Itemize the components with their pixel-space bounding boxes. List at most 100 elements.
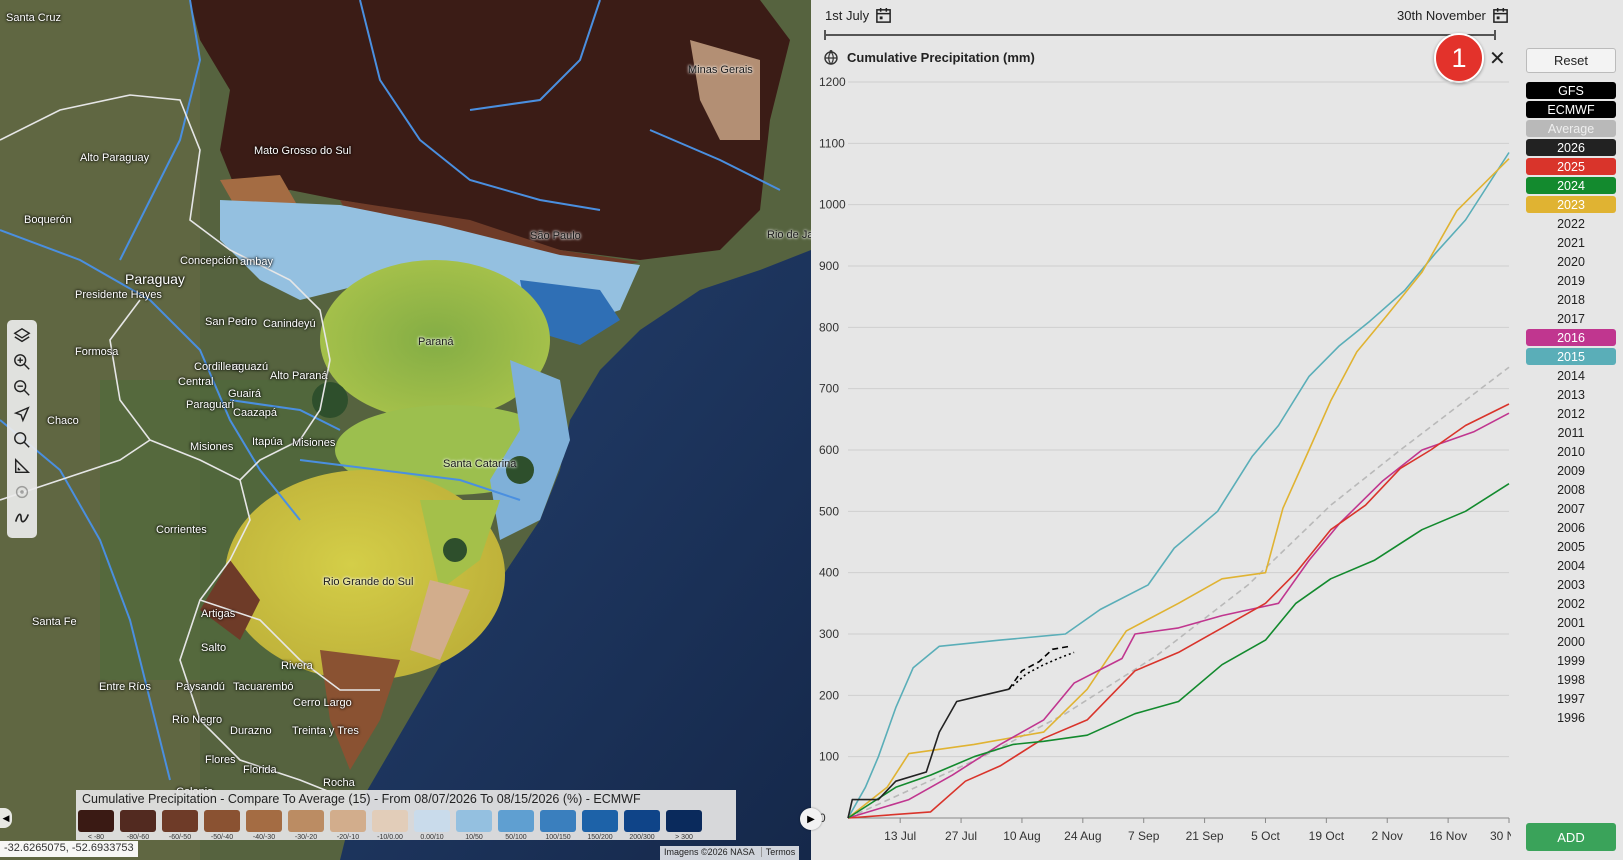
place-label-tacuarembo: Tacuarembó: [233, 681, 294, 693]
place-label-florida: Florida: [243, 764, 277, 776]
legend-swatch: -80/-60: [120, 810, 156, 841]
series-toggle-1998[interactable]: 1998: [1557, 672, 1585, 687]
series-toggle-2003[interactable]: 2003: [1557, 577, 1585, 592]
series-toggle-1996[interactable]: 1996: [1557, 710, 1585, 725]
series-toggle-2020[interactable]: 2020: [1557, 254, 1585, 269]
legend-swatch: 200/300: [624, 810, 660, 841]
map-attribution: Imagens ©2026 NASA Termos: [660, 846, 800, 860]
legend-swatch: 100/150: [540, 810, 576, 841]
map-toolbar: [7, 320, 37, 538]
y-tick-label: 400: [819, 566, 839, 580]
series-toggle-gfs[interactable]: GFS: [1526, 82, 1616, 99]
series-toggle-2012[interactable]: 2012: [1557, 406, 1585, 421]
map-canvas[interactable]: [0, 0, 811, 860]
precipitation-chart: 0 100 200 300 400 500 600 700 800 900 1000 1100 1200…: [819, 75, 1511, 843]
calendar-icon[interactable]: [1492, 7, 1509, 24]
series-toggle-average[interactable]: Average: [1526, 120, 1616, 137]
series-toggle-2006[interactable]: 2006: [1557, 520, 1585, 535]
legend-swatch-label: < -80: [87, 834, 105, 841]
start-date-label: 1st July: [825, 8, 870, 23]
zoom-out-icon[interactable]: [9, 375, 35, 401]
series-toggle-2021[interactable]: 2021: [1557, 235, 1585, 250]
place-label-santa-fe: Santa Fe: [32, 616, 77, 628]
series-toggle-2022[interactable]: 2022: [1557, 216, 1585, 231]
place-label-artigas: Artigas: [201, 608, 236, 620]
reset-button[interactable]: Reset: [1526, 48, 1616, 73]
place-label-central: Central: [178, 376, 214, 388]
legend-swatch-label: -60/-50: [168, 834, 192, 841]
locate-icon[interactable]: [9, 479, 35, 505]
series-toggle-2009[interactable]: 2009: [1557, 463, 1585, 478]
series-toggle-2011[interactable]: 2011: [1557, 425, 1585, 440]
calendar-icon[interactable]: [875, 7, 892, 24]
place-label-sao-paulo: São Paulo: [530, 230, 581, 242]
place-label-boqueron: Boquerón: [24, 214, 72, 226]
add-button[interactable]: ADD: [1526, 823, 1616, 851]
legend-swatch: -20/-10: [330, 810, 366, 841]
legend-swatch-label: 150/200: [587, 834, 613, 841]
y-tick-label: 1100: [819, 136, 845, 150]
start-date-picker[interactable]: 1st July: [825, 7, 892, 24]
legend-swatch: 10/50: [456, 810, 492, 841]
series-toggle-2001[interactable]: 2001: [1557, 615, 1585, 630]
deficit-region: [190, 0, 790, 260]
series-toggle-2000[interactable]: 2000: [1557, 634, 1585, 649]
place-label-rivera: Rivera: [281, 660, 313, 672]
x-tick-label: 30 Nov: [1490, 829, 1511, 843]
series-toggle-2024[interactable]: 2024: [1526, 177, 1616, 194]
series-toggle-2007[interactable]: 2007: [1557, 501, 1585, 516]
end-date-picker[interactable]: 30th November: [1397, 7, 1509, 24]
series-toggle-2014[interactable]: 2014: [1557, 368, 1585, 383]
search-icon[interactable]: [9, 427, 35, 453]
legend-swatch: -40/-30: [246, 810, 282, 841]
x-tick-label: 24 Aug: [1064, 829, 1101, 843]
chevron-left-icon[interactable]: ◀: [0, 808, 12, 828]
layers-icon[interactable]: [9, 323, 35, 349]
series-toggle-2018[interactable]: 2018: [1557, 292, 1585, 307]
series-toggle-2015[interactable]: 2015: [1526, 348, 1616, 365]
series-toggle-2013[interactable]: 2013: [1557, 387, 1585, 402]
zoom-in-icon[interactable]: [9, 349, 35, 375]
navigate-icon[interactable]: [9, 401, 35, 427]
place-label-chaco: Chaco: [47, 415, 79, 427]
series-toggle-2005[interactable]: 2005: [1557, 539, 1585, 554]
legend-swatch: > 300: [666, 810, 702, 841]
series-toggle-2023[interactable]: 2023: [1526, 196, 1616, 213]
y-tick-label: 800: [819, 320, 839, 334]
place-label-guaira: Guairá: [228, 388, 262, 400]
y-tick-label: 500: [819, 504, 839, 518]
series-toggle-1999[interactable]: 1999: [1557, 653, 1585, 668]
legend-swatch: < -80: [78, 810, 114, 841]
series-toggle-2004[interactable]: 2004: [1557, 558, 1585, 573]
series-toggle-2008[interactable]: 2008: [1557, 482, 1585, 497]
place-label-alto-paraguay: Alto Paraguay: [80, 152, 150, 164]
x-tick-label: 5 Oct: [1251, 829, 1280, 843]
map-panel[interactable]: Santa Cruz Alto Paraguay Boquerón Paraguay C…: [0, 0, 811, 860]
close-icon[interactable]: ✕: [1489, 48, 1506, 70]
series-toggle-2019[interactable]: 2019: [1557, 273, 1585, 288]
date-range-slider[interactable]: [824, 30, 1496, 40]
step-badge: 1: [1434, 33, 1484, 83]
place-label-flores: Flores: [205, 754, 236, 766]
chevron-right-icon[interactable]: ▶: [800, 808, 822, 830]
terms-link[interactable]: Termos: [760, 847, 796, 857]
place-label-amambay: ambay: [240, 256, 274, 268]
parana-region: [320, 260, 550, 420]
legend-swatch-label: -10/0.00: [377, 834, 403, 841]
series-line-2015: [847, 152, 1510, 819]
series-line-2026: [847, 688, 1010, 819]
series-toggle-2016[interactable]: 2016: [1526, 329, 1616, 346]
series-toggle-1997[interactable]: 1997: [1557, 691, 1585, 706]
place-label-alto-parana-short: aguazú: [232, 361, 269, 373]
series-toggle-2010[interactable]: 2010: [1557, 444, 1585, 459]
legend-swatch: 0.00/10: [414, 810, 450, 841]
series-toggle-2002[interactable]: 2002: [1557, 596, 1585, 611]
legend-title: Cumulative Precipitation - Compare To Av…: [82, 792, 641, 806]
series-toggle-ecmwf[interactable]: ECMWF: [1526, 101, 1616, 118]
measure-icon[interactable]: [9, 453, 35, 479]
series-toggle-2025[interactable]: 2025: [1526, 158, 1616, 175]
draw-icon[interactable]: [9, 505, 35, 531]
imagery-credit: Imagens ©2026 NASA: [664, 847, 755, 857]
series-toggle-2026[interactable]: 2026: [1526, 139, 1616, 156]
series-toggle-2017[interactable]: 2017: [1557, 311, 1585, 326]
